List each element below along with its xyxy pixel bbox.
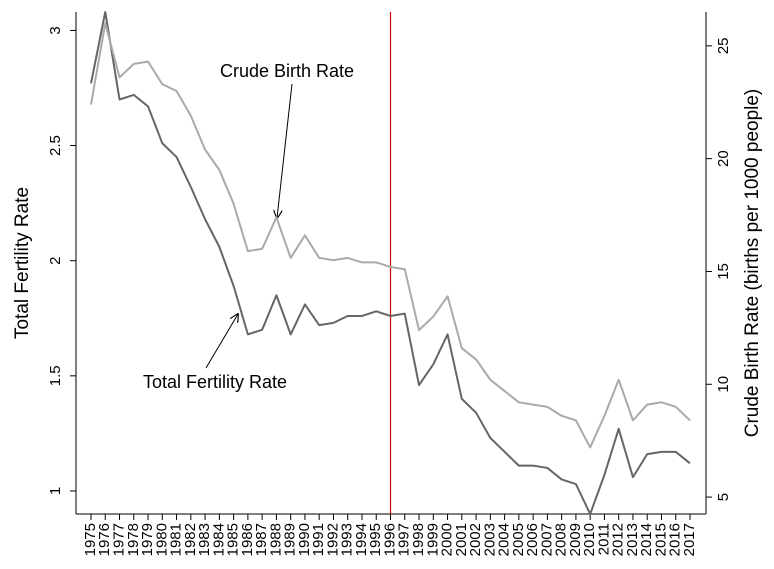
annotation: Crude Birth Rate: [220, 61, 354, 81]
x-tick-label: 2012: [610, 523, 627, 556]
x-tick-label: 2011: [595, 523, 612, 555]
x-tick-label: 2013: [624, 523, 641, 556]
x-tick-label: 2004: [496, 523, 513, 556]
x-tick-label: 1980: [153, 523, 170, 556]
x-tick-label: 2006: [524, 523, 541, 556]
y2-tick-label: 25: [715, 37, 732, 54]
x-tick-label: 1999: [424, 523, 441, 556]
x-tick-label: 1975: [82, 523, 99, 556]
x-tick-label: 2005: [510, 523, 527, 556]
x-tick-label: 1979: [139, 523, 156, 556]
y2-axis-title: Crude Birth Rate (births per 1000 people…: [742, 89, 763, 438]
x-tick-label: 1997: [396, 523, 413, 556]
x-tick-label: 2008: [553, 523, 570, 556]
x-tick-label: 1990: [296, 523, 313, 556]
y2-tick-label: 10: [715, 376, 732, 393]
x-tick-label: 1996: [381, 523, 398, 556]
x-tick-label: 2009: [567, 523, 584, 556]
y-tick-label: 3: [47, 26, 64, 34]
x-tick-label: 1977: [110, 523, 127, 556]
y-tick-label: 2: [47, 257, 64, 265]
y2-tick-label: 5: [715, 493, 732, 501]
y-tick-label: 1.5: [47, 365, 64, 386]
y-tick-label: 1: [47, 487, 64, 495]
x-tick-label: 1978: [125, 523, 142, 556]
x-tick-label: 1985: [225, 523, 242, 556]
x-tick-label: 2007: [538, 523, 555, 556]
x-tick-label: 1989: [282, 523, 299, 556]
annotation: Total Fertility Rate: [143, 372, 287, 392]
x-tick-label: 1998: [410, 523, 427, 556]
x-tick-label: 1988: [267, 523, 284, 556]
x-tick-label: 2017: [681, 523, 698, 556]
x-tick-label: 1983: [196, 523, 213, 556]
annotation-arrow: [205, 314, 238, 369]
x-tick-label: 1982: [182, 523, 199, 556]
y-axis-title: Total Fertility Rate: [12, 187, 33, 339]
x-tick-label: 1994: [353, 523, 370, 556]
y2-tick-label: 15: [715, 263, 732, 280]
x-tick-label: 2015: [652, 523, 669, 556]
series-line: [90, 22, 691, 449]
x-tick-label: 1995: [367, 523, 384, 556]
x-tick-label: 1984: [210, 523, 227, 556]
x-tick-label: 1987: [253, 523, 270, 556]
x-tick-label: 1992: [324, 523, 341, 556]
x-tick-label: 2001: [453, 523, 470, 556]
y2-tick-label: 20: [715, 150, 732, 167]
x-tick-label: 2016: [667, 523, 684, 556]
x-tick-label: 1981: [168, 523, 185, 556]
x-tick-label: 2002: [467, 523, 484, 556]
x-tick-label: 1991: [310, 523, 327, 556]
x-tick-label: 2014: [638, 523, 655, 556]
annotation-arrow: [277, 83, 293, 218]
x-tick-label: 2010: [581, 523, 598, 556]
x-tick-label: 1976: [96, 523, 113, 556]
x-tick-label: 1986: [239, 523, 256, 556]
x-tick-label: 2000: [439, 523, 456, 556]
x-tick-label: 2003: [481, 523, 498, 556]
y-tick-label: 2.5: [47, 135, 64, 156]
x-tick-label: 1993: [339, 523, 356, 556]
series-line: [90, 11, 691, 515]
